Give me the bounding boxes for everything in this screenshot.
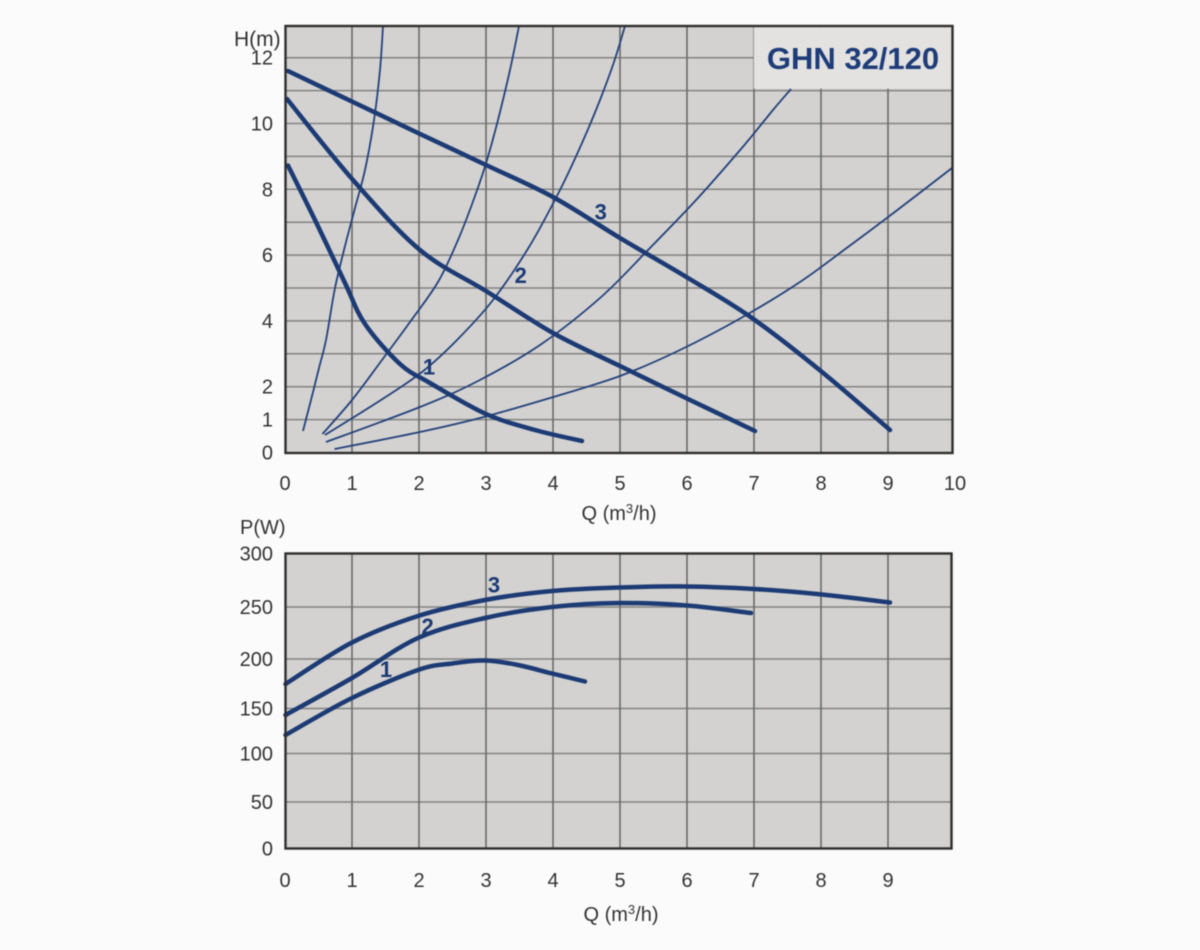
svg-text:6: 6 xyxy=(262,245,273,267)
svg-text:100: 100 xyxy=(240,744,273,766)
svg-text:8: 8 xyxy=(815,473,826,495)
svg-text:50: 50 xyxy=(251,792,273,814)
svg-text:3: 3 xyxy=(595,200,607,225)
svg-text:0: 0 xyxy=(262,839,273,861)
svg-text:10: 10 xyxy=(251,114,273,136)
svg-text:7: 7 xyxy=(748,473,759,495)
svg-text:150: 150 xyxy=(240,699,273,721)
svg-text:3: 3 xyxy=(480,473,491,495)
svg-text:1: 1 xyxy=(346,473,357,495)
svg-text:4: 4 xyxy=(262,311,273,333)
svg-text:GHN 32/120: GHN 32/120 xyxy=(767,41,939,76)
svg-text:5: 5 xyxy=(614,870,625,892)
svg-text:3: 3 xyxy=(488,573,500,598)
svg-text:0: 0 xyxy=(279,473,290,495)
svg-text:2: 2 xyxy=(413,473,424,495)
svg-text:12: 12 xyxy=(251,48,273,70)
svg-text:7: 7 xyxy=(748,870,759,892)
svg-text:4: 4 xyxy=(547,870,558,892)
svg-text:200: 200 xyxy=(240,649,273,671)
svg-text:10: 10 xyxy=(944,473,966,495)
svg-text:300: 300 xyxy=(240,544,273,566)
svg-text:H(m): H(m) xyxy=(234,28,281,51)
svg-text:Q (m3/h): Q (m3/h) xyxy=(583,902,658,926)
svg-text:P(W): P(W) xyxy=(240,517,286,539)
svg-text:Q (m3/h): Q (m3/h) xyxy=(581,501,656,525)
svg-text:9: 9 xyxy=(882,870,893,892)
svg-text:1: 1 xyxy=(380,657,392,682)
svg-text:5: 5 xyxy=(614,473,625,495)
svg-text:8: 8 xyxy=(815,870,826,892)
svg-text:1: 1 xyxy=(423,355,435,380)
svg-text:6: 6 xyxy=(681,870,692,892)
svg-text:3: 3 xyxy=(480,870,491,892)
svg-text:2: 2 xyxy=(421,614,433,639)
svg-text:1: 1 xyxy=(346,870,357,892)
svg-text:2: 2 xyxy=(262,377,273,399)
svg-text:2: 2 xyxy=(413,870,424,892)
svg-text:250: 250 xyxy=(240,597,273,619)
svg-text:2: 2 xyxy=(515,263,527,288)
svg-text:8: 8 xyxy=(262,179,273,201)
svg-text:0: 0 xyxy=(279,870,290,892)
svg-text:6: 6 xyxy=(681,473,692,495)
svg-text:0: 0 xyxy=(262,443,273,465)
svg-text:4: 4 xyxy=(547,473,558,495)
svg-text:9: 9 xyxy=(882,473,893,495)
svg-text:1: 1 xyxy=(262,410,273,432)
